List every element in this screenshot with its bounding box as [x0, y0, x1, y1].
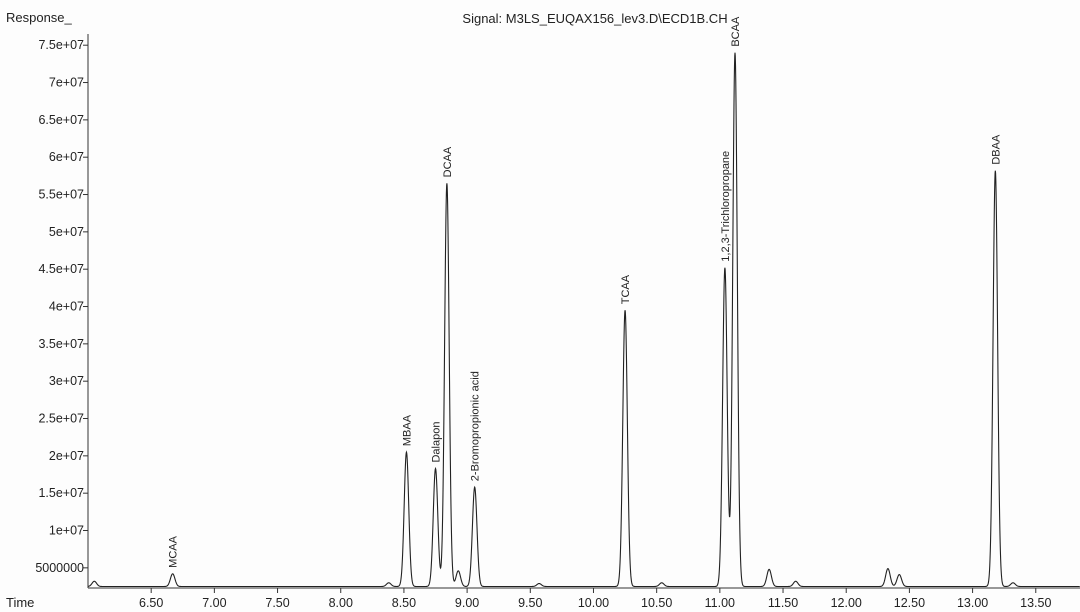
x-tick-label: 13.00 — [957, 596, 988, 610]
y-tick-label: 3e+07 — [49, 374, 84, 388]
peak-label: TCAA — [620, 274, 632, 304]
peak-label: DCAA — [442, 146, 454, 177]
y-tick-label: 4.5e+07 — [38, 262, 84, 276]
y-tick-label: 4e+07 — [49, 300, 84, 314]
y-tick-label: 3.5e+07 — [38, 337, 84, 351]
x-axis-label: Time — [6, 595, 34, 610]
y-tick-label: 5e+07 — [49, 225, 84, 239]
trace-group — [87, 52, 1080, 588]
peak-label: 2-Bromopropionic acid — [470, 371, 482, 481]
y-tick-label: 7.5e+07 — [38, 38, 84, 52]
y-axis-label: Response_ — [6, 10, 73, 25]
x-tick-label: 11.50 — [768, 596, 798, 610]
y-tick-label: 1.5e+07 — [38, 486, 84, 500]
x-tick-label: 9.00 — [455, 596, 479, 610]
y-tick-label: 5000000 — [35, 561, 84, 575]
ticks-group: 5000000 1e+07 1.5e+07 2e+07 2.5e+07 3e+07 3.5e… — [35, 38, 1051, 610]
x-tick-label: 13.50 — [1020, 596, 1051, 610]
x-tick-label: 8.50 — [392, 596, 416, 610]
x-tick-label: 12.00 — [831, 596, 862, 610]
peak-label: DBAA — [990, 134, 1002, 165]
x-tick-label: 7.50 — [265, 596, 289, 610]
y-tick-label: 6e+07 — [49, 150, 84, 164]
x-tick-label: 8.00 — [329, 596, 353, 610]
peak-label: BCAA — [730, 16, 742, 47]
x-tick-label: 7.00 — [202, 596, 226, 610]
x-tick-label: 9.50 — [518, 596, 542, 610]
x-tick-label: 10.00 — [578, 596, 609, 610]
peak-label: MBAA — [401, 414, 413, 446]
peak-label: 1,2,3-Trichloropropane — [720, 151, 732, 262]
y-tick-label: 6.5e+07 — [38, 113, 84, 127]
x-tick-label: 10.50 — [641, 596, 672, 610]
peak-labels-group: MCAA MBAA Dalapon DCAA 2-Bromopropionic acid… — [168, 16, 1003, 568]
peak-label: Dalapon — [431, 422, 443, 463]
axes-group — [87, 34, 1080, 589]
y-tick-label: 5.5e+07 — [38, 188, 84, 202]
y-tick-label: 1e+07 — [49, 524, 84, 538]
x-tick-label: 6.50 — [139, 596, 163, 610]
y-tick-label: 2.5e+07 — [38, 412, 84, 426]
y-tick-label: 2e+07 — [49, 449, 84, 463]
x-tick-label: 12.50 — [894, 596, 925, 610]
chart-title: Signal: M3LS_EUQAX156_lev3.D\ECD1B.CH — [462, 11, 727, 26]
signal-trace — [87, 52, 1080, 588]
x-tick-label: 11.00 — [705, 596, 735, 610]
peak-label: MCAA — [168, 535, 180, 567]
y-tick-label: 7e+07 — [49, 76, 84, 90]
